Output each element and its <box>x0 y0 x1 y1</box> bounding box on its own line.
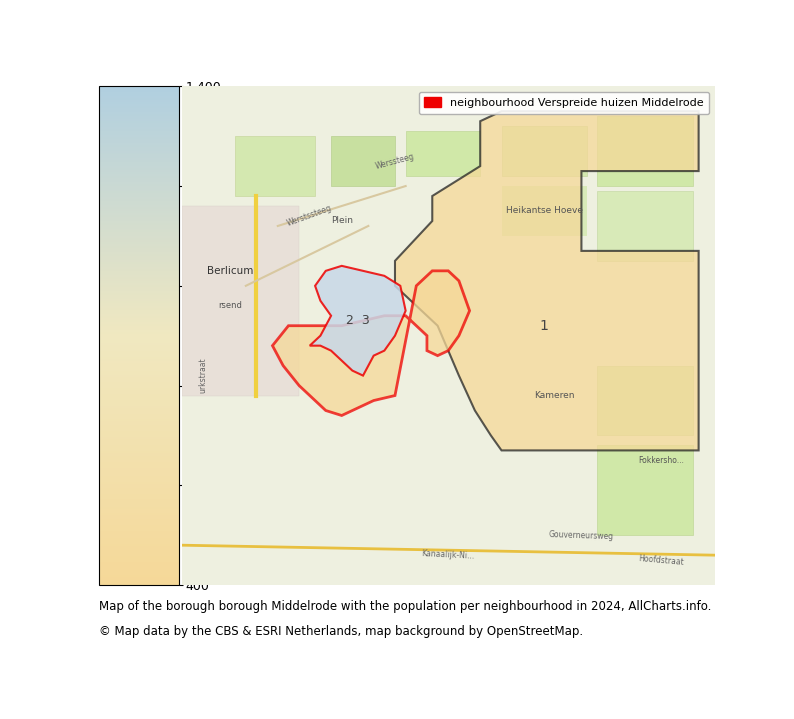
Bar <box>235 136 315 196</box>
Polygon shape <box>395 111 699 450</box>
Text: Berlicum: Berlicum <box>206 266 253 276</box>
Bar <box>502 186 587 236</box>
Text: Werstssteeg: Werstssteeg <box>286 203 333 228</box>
Text: Map of the borough borough Middelrode with the population per neighbourhood in 2: Map of the borough borough Middelrode wi… <box>99 600 711 613</box>
Bar <box>597 446 693 535</box>
Text: Plein: Plein <box>331 216 353 226</box>
Text: 2  3: 2 3 <box>346 314 369 327</box>
Bar <box>597 366 693 436</box>
Text: rsend: rsend <box>218 301 242 311</box>
Text: Gouverneursweg: Gouverneursweg <box>549 530 614 541</box>
Text: Heikantse Hoeve: Heikantse Hoeve <box>506 206 583 216</box>
Bar <box>406 131 480 176</box>
Legend: neighbourhood Verspreide huizen Middelrode: neighbourhood Verspreide huizen Middelro… <box>418 92 709 114</box>
Bar <box>597 191 693 261</box>
Text: Hoofdstraat: Hoofdstraat <box>638 554 684 567</box>
Bar <box>597 116 693 186</box>
Text: Werssteeg: Werssteeg <box>375 152 415 170</box>
Bar <box>331 136 395 186</box>
Polygon shape <box>272 271 469 416</box>
Text: 1: 1 <box>540 319 549 333</box>
Polygon shape <box>310 266 406 375</box>
Bar <box>502 127 587 176</box>
Text: urkstraat: urkstraat <box>198 358 208 393</box>
Text: © Map data by the CBS & ESRI Netherlands, map background by OpenStreetMap.: © Map data by the CBS & ESRI Netherlands… <box>99 625 584 638</box>
Text: Fokkersho...: Fokkersho... <box>638 456 684 465</box>
Bar <box>182 206 299 395</box>
Text: Kanaalijk-Ni...: Kanaalijk-Ni... <box>422 549 475 561</box>
Text: Kameren: Kameren <box>534 391 575 400</box>
